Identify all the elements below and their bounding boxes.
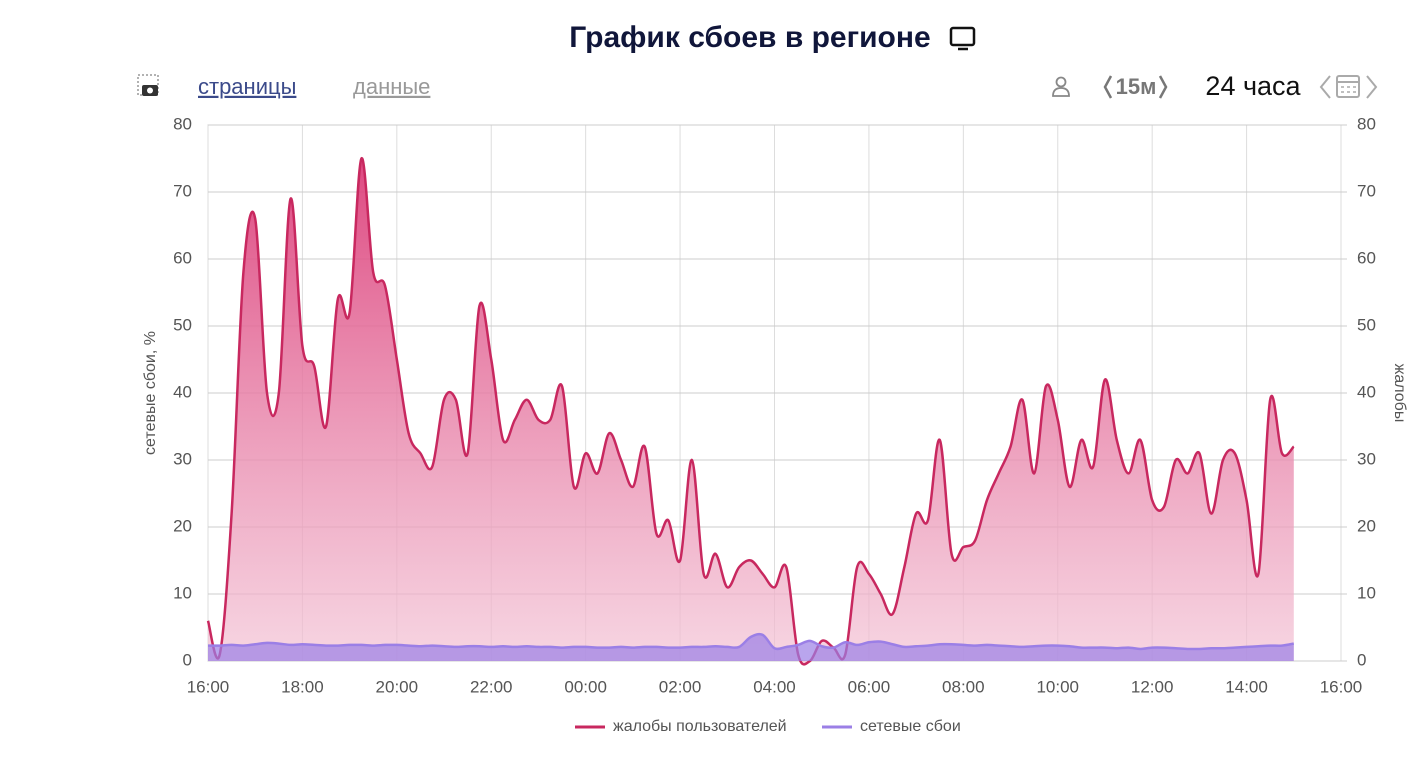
- x-tick-label: 02:00: [659, 677, 702, 696]
- x-tick-label: 18:00: [281, 677, 324, 696]
- x-tick-label: 16:00: [1320, 677, 1363, 696]
- y2-tick-label: 80: [1357, 114, 1376, 133]
- tab-pages[interactable]: страницы: [198, 74, 296, 99]
- screenshot-button[interactable]: [137, 74, 159, 96]
- y-tick-label: 80: [173, 114, 192, 133]
- y2-tick-label: 0: [1357, 650, 1366, 669]
- x-tick-label: 00:00: [564, 677, 607, 696]
- x-tick-label: 12:00: [1131, 677, 1174, 696]
- legend-label: сетевые сбои: [860, 718, 961, 735]
- series-line: [207, 632, 1295, 651]
- x-tick-label: 04:00: [753, 677, 796, 696]
- y-tick-label: 40: [173, 382, 192, 401]
- y2-tick-label: 30: [1357, 449, 1376, 468]
- legend-label: жалобы пользователей: [613, 718, 787, 735]
- y2-axis-label: жалобы: [1391, 364, 1408, 423]
- tab-data[interactable]: данные: [353, 74, 430, 99]
- area-fill: [208, 158, 1294, 665]
- y2-tick-label: 70: [1357, 181, 1376, 200]
- y2-tick-label: 10: [1357, 583, 1376, 602]
- x-tick-label: 16:00: [187, 677, 230, 696]
- y-tick-label: 0: [183, 650, 192, 669]
- range-label[interactable]: 24 часа: [1205, 71, 1301, 101]
- y-tick-label: 10: [173, 583, 192, 602]
- y-tick-label: 20: [173, 516, 192, 535]
- y2-tick-label: 40: [1357, 382, 1376, 401]
- interval-label: 15м: [1116, 74, 1157, 99]
- y2-tick-label: 50: [1357, 315, 1376, 334]
- y-axis-label: сетевые сбои, %: [142, 331, 159, 455]
- y-tick-label: 70: [173, 181, 192, 200]
- x-tick-label: 14:00: [1225, 677, 1268, 696]
- y-tick-label: 50: [173, 315, 192, 334]
- x-tick-label: 22:00: [470, 677, 513, 696]
- x-tick-label: 06:00: [848, 677, 891, 696]
- series-line: [206, 157, 1295, 666]
- y-tick-label: 30: [173, 449, 192, 468]
- calendar-nav[interactable]: [1319, 75, 1378, 99]
- x-tick-label: 10:00: [1036, 677, 1079, 696]
- y2-tick-label: 60: [1357, 248, 1376, 267]
- monitor-icon: [949, 26, 976, 51]
- x-tick-label: 08:00: [942, 677, 985, 696]
- page-title: График сбоев в регионе: [569, 21, 930, 54]
- user-icon[interactable]: [1052, 76, 1070, 97]
- x-tick-label: 20:00: [376, 677, 419, 696]
- y2-tick-label: 20: [1357, 516, 1376, 535]
- y-tick-label: 60: [173, 248, 192, 267]
- interval-selector[interactable]: 15м: [1103, 74, 1168, 99]
- area-fill: [208, 634, 1294, 661]
